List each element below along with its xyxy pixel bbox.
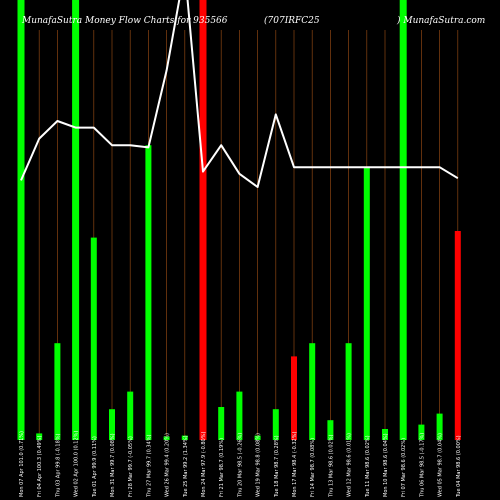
x-tick-label: Thu 03 Apr 99.8 (-0.18%) <box>55 433 61 498</box>
x-tick-label: Tue 25 Mar 99.2 (1.34%) <box>183 435 189 498</box>
x-tick-label: Thu 20 Mar 98.5 (-0.26%) <box>237 433 243 498</box>
x-tick-label: Mon 10 Mar 98.6 (0.04%) <box>383 433 389 497</box>
money-flow-bar <box>127 391 134 440</box>
money-flow-bar <box>36 433 43 440</box>
x-tick-label: Fri 07 Mar 98.6 (0.02%) <box>401 438 407 497</box>
money-flow-bar <box>181 435 188 440</box>
grid-lines <box>20 30 459 440</box>
price-line <box>20 0 459 188</box>
bars <box>17 0 461 440</box>
money-flow-bar <box>163 436 170 440</box>
chart-title: MunafaSutra Money Flow Charts for 935566… <box>21 15 485 26</box>
money-flow-bar <box>145 145 152 440</box>
money-flow-bar <box>199 0 207 440</box>
money-flow-bar <box>382 429 388 440</box>
x-tick-labels: Mon 07 Apr 101.0 (0.71%) Fri 04 Apr 100.3… <box>19 431 462 498</box>
money-flow-bar <box>418 424 425 440</box>
money-flow-bar <box>454 231 461 440</box>
x-tick-label: Fri 04 Apr 100.3 (0.49%) <box>37 436 43 497</box>
x-tick-label: Tue 01 Apr 99.9 (0.11%) <box>92 436 98 498</box>
money-flow-bar <box>291 356 297 440</box>
money-flow-bar <box>272 409 279 440</box>
money-flow-bar <box>236 391 243 440</box>
x-tick-label: Thu 06 Mar 98.5 (-0.17%) <box>419 433 425 498</box>
x-tick-label: Mon 07 Apr 101.0 (0.71%) <box>19 431 25 497</box>
money-flow-bar <box>109 409 115 440</box>
money-flow-bar <box>327 420 334 440</box>
price-line-layer <box>20 0 459 188</box>
x-tick-label: Thu 13 Mar 98.6 (0.02%) <box>328 434 334 498</box>
money-flow-bar <box>72 0 80 440</box>
x-tick-label: Tue 18 Mar 98.7 (0.28%) <box>274 435 280 498</box>
money-flow-bar <box>54 343 61 440</box>
x-tick-label: Wed 19 Mar 98.8 (0.08%) <box>256 433 262 497</box>
x-tick-label: Wed 05 Mar 98.7 (0.04%) <box>438 433 444 497</box>
money-flow-bar <box>399 0 407 440</box>
x-tick-label: Wed 02 Apr 100.0 (0.12%) <box>74 431 80 497</box>
x-tick-label: Wed 26 Mar 99.4 (0.20%) <box>165 433 171 497</box>
title-middle: (707IRFC25 <box>264 15 320 26</box>
x-tick-label: Mon 17 Mar 98.4 (-0.32%) <box>292 432 298 497</box>
money-flow-bar <box>309 343 316 440</box>
x-tick-label: Tue 04 Mar 98.6 (0.00%) <box>456 435 462 498</box>
x-tick-label: Tue 11 Mar 98.6 (0.02%) <box>365 435 371 498</box>
x-tick-label: Wed 12 Mar 98.6 (0.01%) <box>347 433 353 497</box>
money-flow-bar <box>363 167 370 440</box>
x-tick-label: Fri 14 Mar 98.7 (0.08%) <box>310 438 316 497</box>
x-tick-label: Thu 27 Mar 99.7 (0.34%) <box>146 434 152 498</box>
x-tick-label: Mon 24 Mar 97.9 (-0.80%) <box>201 432 207 497</box>
money-flow-bar <box>218 407 225 440</box>
money-flow-bar <box>254 435 261 440</box>
x-tick-label: Mon 31 Mar 99.7 (0.08%) <box>110 433 116 497</box>
money-flow-bar <box>436 413 443 440</box>
x-tick-label: Fri 28 Mar 99.7 (-0.05%) <box>128 436 134 497</box>
title-left: MunafaSutra Money Flow Charts for 935566 <box>21 16 228 26</box>
money-flow-bar <box>17 0 25 440</box>
money-flow-bar <box>90 237 97 440</box>
money-flow-bar <box>345 343 352 440</box>
x-tick-label: Fri 21 Mar 98.7 (0.19%) <box>219 438 225 497</box>
title-right: ) MunafaSutra.com <box>396 15 485 26</box>
